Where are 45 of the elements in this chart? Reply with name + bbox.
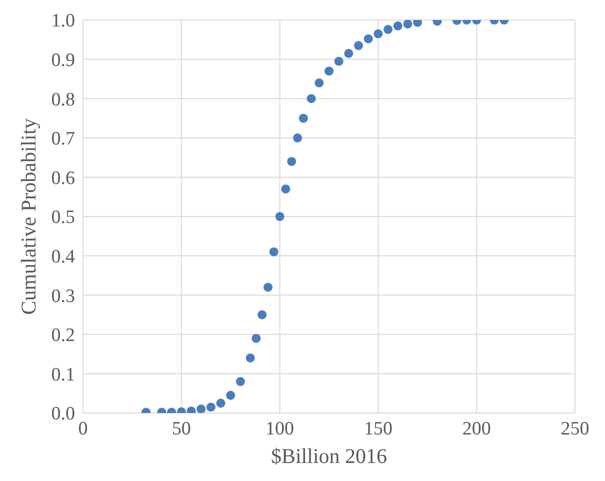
y-tick-label: 0.7 — [51, 128, 75, 150]
point — [206, 402, 216, 412]
point — [269, 247, 278, 256]
point — [275, 212, 284, 222]
point — [216, 398, 226, 408]
point — [281, 184, 290, 194]
y-tick-label: 0.1 — [51, 364, 75, 386]
x-axis-title: $Billion 2016 — [270, 444, 388, 468]
point — [374, 29, 383, 38]
point — [252, 334, 261, 343]
point — [403, 20, 412, 28]
y-tick-label: 0.4 — [51, 246, 76, 268]
y-tick-label: 0.8 — [51, 89, 75, 110]
point — [287, 156, 296, 166]
x-tick-label: 200 — [462, 418, 491, 440]
y-tick-label: 0.0 — [51, 404, 75, 425]
y-tick-label: 0.2 — [51, 325, 75, 346]
x-tick-label: 50 — [172, 418, 191, 440]
point — [226, 390, 236, 400]
x-tick-label: 0 — [78, 418, 88, 440]
x-tick-label: 150 — [364, 418, 392, 440]
point — [354, 41, 364, 50]
point — [306, 94, 316, 104]
point — [344, 48, 354, 58]
point — [393, 21, 402, 30]
x-tick-label: 100 — [266, 418, 294, 440]
y-tick-label: 0.6 — [51, 168, 75, 189]
point — [298, 114, 308, 123]
point — [263, 282, 273, 292]
y-axis-title: Cumulative Probability — [16, 118, 40, 315]
point — [384, 24, 393, 34]
y-tick-label: 0.9 — [51, 50, 75, 72]
point — [196, 404, 206, 413]
point — [324, 66, 334, 76]
y-tick-label: 1.0 — [51, 10, 75, 32]
y-tick-label: 0.3 — [51, 286, 75, 307]
point — [236, 377, 245, 386]
point — [334, 56, 344, 66]
point — [246, 353, 255, 362]
point — [314, 78, 324, 88]
point — [258, 310, 267, 320]
point — [293, 133, 302, 142]
x-tick-label: 250 — [560, 418, 590, 440]
point — [364, 34, 373, 44]
y-tick-label: 0.5 — [51, 207, 75, 228]
